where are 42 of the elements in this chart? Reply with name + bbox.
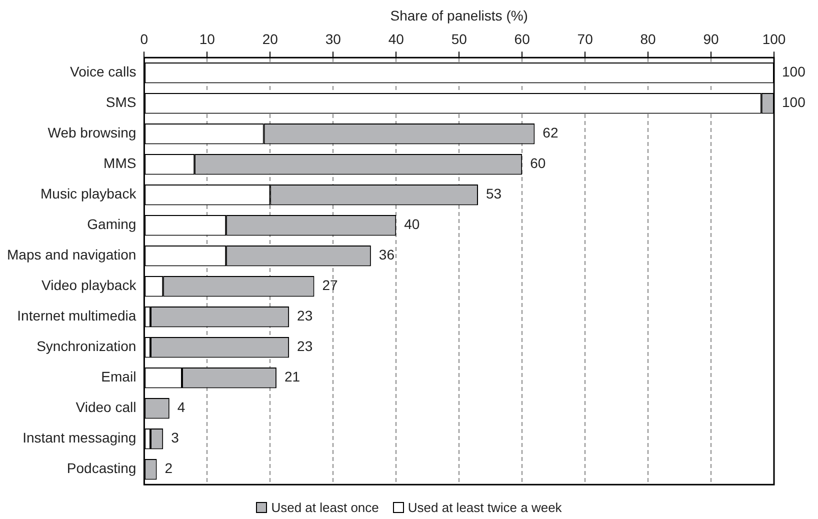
x-tick-label: 10 [199,31,216,48]
x-tick-label: 80 [640,31,656,48]
x-tick-label: 40 [388,31,404,48]
y-tick-label: MMS [104,155,136,172]
y-tick-label: Podcasting [66,460,136,476]
total-label: 23 [297,338,313,354]
y-tick-label: Gaming [87,216,136,232]
y-tick-label: Video playback [41,277,138,294]
total-label: 100 [782,94,806,110]
y-tick-label: Maps and navigation [6,246,136,263]
y-tick-label: Internet multimedia [17,308,136,324]
x-tick-label: 0 [140,31,148,48]
x-tick-label: 70 [577,31,594,48]
legend-label: Used at least once [271,500,379,514]
total-label: 27 [322,277,338,294]
y-tick-label: Video call [76,399,136,416]
x-axis-title: Share of panelists (%) [390,7,528,24]
total-label: 100 [782,64,806,80]
total-label: 21 [284,368,300,385]
y-tick-label: Instant messaging [22,430,136,446]
x-tick-label: 30 [325,31,342,48]
y-tick-label: SMS [106,94,136,110]
total-label: 62 [542,124,558,141]
total-label: 4 [177,399,186,416]
x-tick-label: 50 [451,31,468,48]
x-tick-label: 20 [262,31,278,48]
x-tick-label: 60 [514,31,530,48]
total-label: 40 [404,216,420,232]
x-tick-label: 90 [703,31,720,48]
total-label: 60 [530,155,546,172]
y-tick-label: Synchronization [36,338,136,354]
text: Used at least twice a week [408,500,562,514]
total-label: 3 [171,430,180,446]
total-label: 53 [486,186,502,202]
y-tick-label: Email [101,368,136,385]
total-label: 23 [297,308,313,324]
y-tick-label: Voice calls [70,64,136,80]
total-label: 2 [164,460,173,476]
x-tick-label: 100 [762,31,786,48]
y-tick-label: Web browsing [48,124,136,141]
y-tick-label: Music playback [40,186,138,202]
total-label: 36 [378,246,395,263]
